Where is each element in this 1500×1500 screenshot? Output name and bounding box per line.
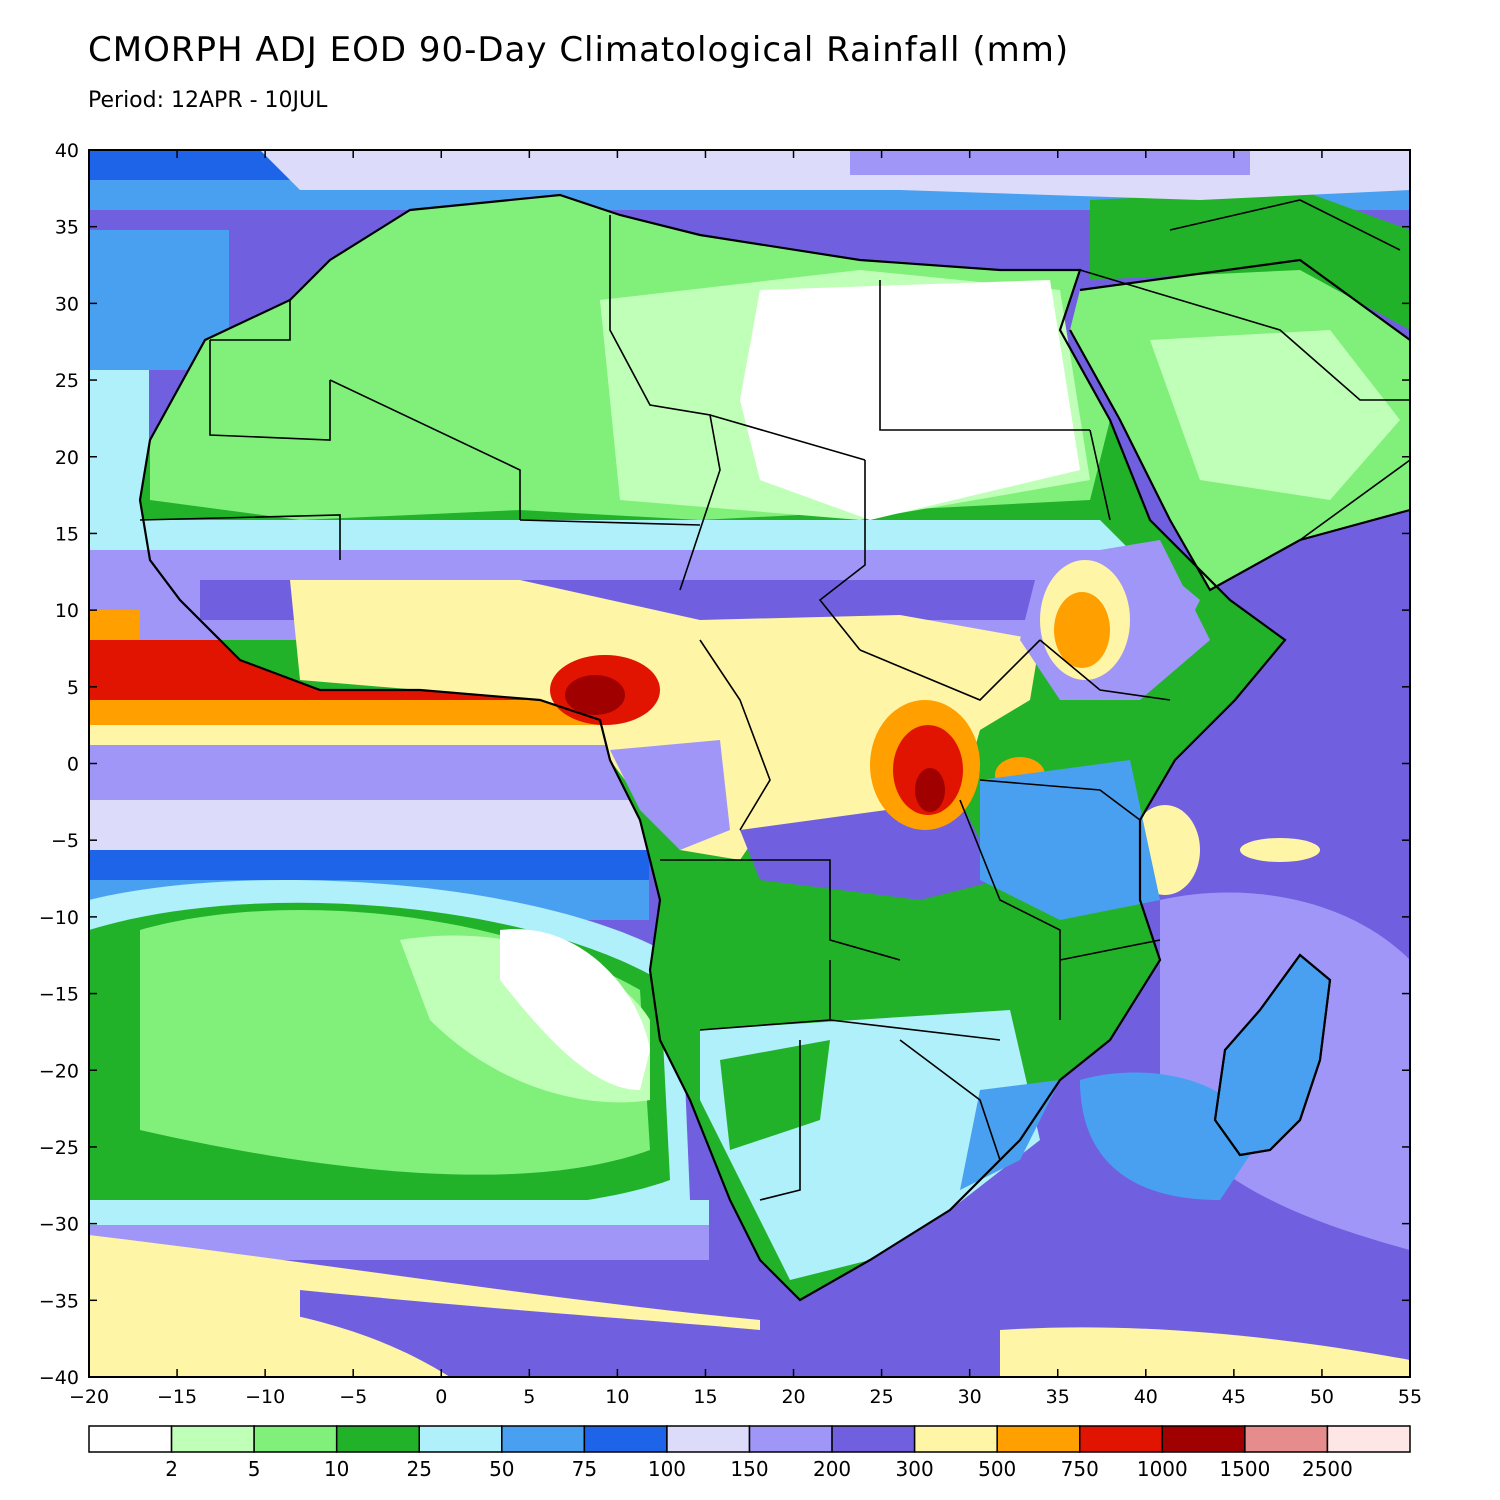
- colorbar-swatch: [748, 1425, 833, 1453]
- colorbar-swatch: [913, 1425, 998, 1453]
- colorbar-swatch: [666, 1425, 751, 1453]
- y-tick-label: −15: [39, 984, 79, 1006]
- x-tick-label: 40: [1134, 1386, 1158, 1408]
- x-tick-label: 35: [1046, 1386, 1070, 1408]
- y-tick-label: 0: [67, 754, 79, 776]
- colorbar-swatch: [170, 1425, 255, 1453]
- x-tick-label: 55: [1398, 1386, 1422, 1408]
- colorbar-swatch: [418, 1425, 503, 1453]
- colorbar-label: 1000: [1137, 1457, 1188, 1481]
- x-tick-label: 30: [958, 1386, 982, 1408]
- colorbar-label: 2: [165, 1457, 178, 1481]
- colorbar-label: 150: [730, 1457, 768, 1481]
- sahara-dry: [740, 280, 1080, 520]
- y-tick-label: −30: [39, 1214, 79, 1236]
- colorbar-label: 500: [978, 1457, 1016, 1481]
- y-tick-label: −40: [39, 1367, 79, 1389]
- colorbar-swatch: [88, 1425, 173, 1453]
- y-tick-label: 30: [55, 293, 79, 315]
- colorbar-label: 300: [896, 1457, 934, 1481]
- y-tick-label: −10: [39, 907, 79, 929]
- colorbar-label: 1500: [1219, 1457, 1270, 1481]
- tropical-wet-core: [290, 580, 1040, 860]
- y-tick-label: 40: [55, 140, 79, 162]
- y-tick-label: −35: [39, 1290, 79, 1312]
- y-tick-label: 20: [55, 447, 79, 469]
- y-tick-label: −20: [39, 1060, 79, 1082]
- colorbar-label: 2500: [1302, 1457, 1353, 1481]
- x-tick-label: 25: [870, 1386, 894, 1408]
- axis-ticks: −20 −15 −10 −5 0 5 10 15 20 25 30 35 40 45 50 554035302…: [39, 140, 1422, 1408]
- x-tick-label: 45: [1222, 1386, 1246, 1408]
- country-borders: [139, 199, 1411, 1201]
- x-tick-label: 15: [693, 1386, 717, 1408]
- colorbar-swatch: [1326, 1425, 1411, 1453]
- x-tick-label: 10: [605, 1386, 629, 1408]
- colorbar-label: 75: [572, 1457, 597, 1481]
- y-tick-label: 5: [67, 677, 79, 699]
- x-tick-label: −15: [157, 1386, 197, 1408]
- x-tick-label: 50: [1310, 1386, 1334, 1408]
- colorbar-swatch: [583, 1425, 668, 1453]
- colorbar-label: 750: [1061, 1457, 1099, 1481]
- rainfall-field: [89, 150, 1410, 1377]
- x-tick-label: 5: [523, 1386, 535, 1408]
- x-tick-label: −5: [339, 1386, 367, 1408]
- y-tick-label: −25: [39, 1137, 79, 1159]
- colorbar-swatch: [1161, 1425, 1246, 1453]
- colorbar-swatch: [996, 1425, 1081, 1453]
- x-tick-label: −20: [69, 1386, 109, 1408]
- colorbar-swatch: [1244, 1425, 1329, 1453]
- x-tick-label: −10: [245, 1386, 285, 1408]
- colorbar-label: 50: [489, 1457, 514, 1481]
- colorbar: 2 5 10 25 50 75 100 150 200 300 500 750 1000 1500 2500: [88, 1425, 1411, 1481]
- y-tick-label: −5: [51, 830, 79, 852]
- colorbar-swatch: [253, 1425, 338, 1453]
- y-tick-label: 35: [55, 217, 79, 239]
- colorbar-swatch: [501, 1425, 586, 1453]
- colorbar-swatch: [335, 1425, 420, 1453]
- x-tick-label: 0: [435, 1386, 447, 1408]
- x-tick-label: 20: [781, 1386, 805, 1408]
- colorbar-swatch: [1079, 1425, 1164, 1453]
- coastlines: [138, 193, 1411, 1302]
- y-tick-label: 10: [55, 600, 79, 622]
- colorbar-label: 200: [813, 1457, 851, 1481]
- colorbar-label: 5: [248, 1457, 261, 1481]
- colorbar-swatch: [831, 1425, 916, 1453]
- colorbar-label: 100: [648, 1457, 686, 1481]
- chart-title: CMORPH ADJ EOD 90-Day Climatological Rai…: [88, 30, 1070, 70]
- y-tick-label: 15: [55, 523, 79, 545]
- chart-subtitle: Period: 12APR - 10JUL: [88, 88, 328, 113]
- colorbar-label: 25: [407, 1457, 432, 1481]
- colorbar-label: 10: [324, 1457, 349, 1481]
- y-tick-label: 25: [55, 370, 79, 392]
